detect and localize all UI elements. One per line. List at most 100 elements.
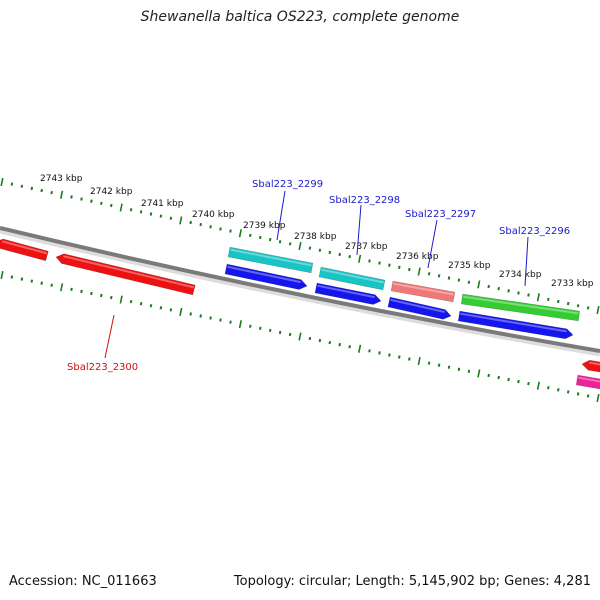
minor-tick	[90, 199, 93, 203]
backbone	[0, 226, 600, 357]
minor-tick	[110, 203, 113, 208]
major-tick	[358, 254, 362, 263]
ruler-label: 2735 kbp	[448, 261, 491, 271]
minor-tick	[566, 301, 570, 306]
minor-tick	[368, 349, 371, 353]
minor-tick	[199, 222, 202, 227]
minor-tick	[457, 367, 461, 371]
major-tick	[0, 270, 4, 280]
minor-tick	[408, 357, 411, 361]
minor-tick	[40, 281, 43, 285]
gene-feature-highlight	[227, 265, 301, 284]
minor-tick	[139, 302, 143, 306]
minor-tick	[278, 330, 282, 335]
minor-tick	[467, 280, 471, 284]
gene-feature-highlight	[317, 284, 375, 299]
minor-tick	[437, 274, 441, 278]
gene-feature-highlight	[390, 298, 445, 313]
minor-tick	[10, 275, 14, 279]
minor-tick	[576, 392, 580, 396]
leader-line	[427, 219, 438, 269]
minor-tick	[497, 286, 500, 291]
minor-tick	[129, 208, 133, 212]
major-tick	[238, 229, 242, 238]
gene-feature-arrow	[224, 263, 308, 290]
minor-tick	[288, 332, 292, 337]
minor-tick	[348, 345, 351, 349]
minor-tick	[517, 379, 520, 384]
minor-tick	[586, 306, 590, 310]
minor-tick	[527, 381, 530, 386]
gene-feature-arrow	[55, 253, 196, 296]
minor-tick	[259, 326, 262, 330]
ruler-labels: 2743 kbp 2742 kbp 2741 kbp 2740 kbp 2739…	[40, 174, 594, 289]
minor-tick	[199, 314, 202, 318]
minor-tick	[348, 254, 351, 259]
gene-feature-highlight	[463, 295, 579, 315]
minor-tick	[70, 287, 73, 292]
minor-tick	[219, 227, 222, 231]
minor-tick	[527, 293, 530, 297]
minor-tick	[259, 235, 262, 240]
minor-tick	[328, 340, 332, 345]
minor-tick	[427, 272, 431, 276]
leader-line	[356, 204, 362, 256]
minor-tick	[517, 291, 520, 295]
backbone-line	[0, 226, 600, 353]
major-tick	[417, 267, 421, 276]
minor-tick	[566, 390, 570, 394]
minor-tick	[100, 201, 103, 206]
minor-tick	[80, 289, 83, 294]
minor-tick	[10, 182, 14, 186]
minor-tick	[576, 304, 580, 308]
minor-tick	[318, 338, 322, 343]
minor-tick	[219, 318, 222, 322]
gene-feature-arrow	[390, 280, 456, 303]
ruler-label: 2743 kbp	[40, 174, 83, 184]
minor-tick	[229, 320, 232, 324]
minor-tick	[229, 229, 232, 233]
map-title: Shewanella baltica OS223, complete genom…	[140, 9, 460, 25]
major-tick	[477, 280, 481, 289]
ruler-label: 2733 kbp	[551, 279, 594, 289]
minor-tick	[398, 265, 401, 270]
major-tick	[477, 369, 481, 378]
ruler-label: 2741 kbp	[141, 199, 184, 209]
minor-tick	[90, 291, 93, 296]
gene-features	[0, 238, 600, 390]
minor-tick	[30, 186, 34, 191]
minor-tick	[437, 363, 441, 367]
minor-tick	[249, 233, 252, 238]
minor-tick	[100, 293, 103, 298]
minor-tick	[189, 220, 192, 225]
gene-feature-arrow	[457, 310, 574, 340]
major-tick	[358, 344, 362, 353]
gene-feature-highlight	[63, 255, 194, 289]
gene-labels: Sbal223_2300 Sbal223_2299 Sbal223_2298 S…	[67, 179, 570, 373]
minor-tick	[547, 297, 550, 302]
minor-tick	[268, 237, 272, 242]
minor-tick	[80, 197, 83, 201]
ruler-label: 2738 kbp	[294, 232, 337, 242]
major-tick	[119, 295, 123, 304]
minor-tick	[467, 369, 471, 374]
gene-feature-highlight	[460, 312, 567, 333]
minor-tick	[557, 299, 560, 304]
ruler-upper	[0, 177, 600, 315]
minor-tick	[209, 225, 212, 229]
ruler-label: 2740 kbp	[192, 210, 235, 220]
major-tick	[596, 393, 600, 403]
minor-tick	[169, 216, 173, 220]
minor-tick	[338, 252, 341, 257]
ruler-label: 2737 kbp	[345, 242, 388, 252]
ruler-label: 2739 kbp	[243, 221, 286, 231]
gene-feature-arrow	[227, 246, 314, 274]
major-tick	[119, 203, 123, 212]
minor-tick	[268, 328, 272, 333]
minor-tick	[368, 259, 371, 263]
gene-feature-arrow	[575, 374, 600, 390]
major-tick	[417, 357, 421, 366]
gene-feature-highlight	[578, 376, 600, 383]
minor-tick	[497, 375, 500, 380]
